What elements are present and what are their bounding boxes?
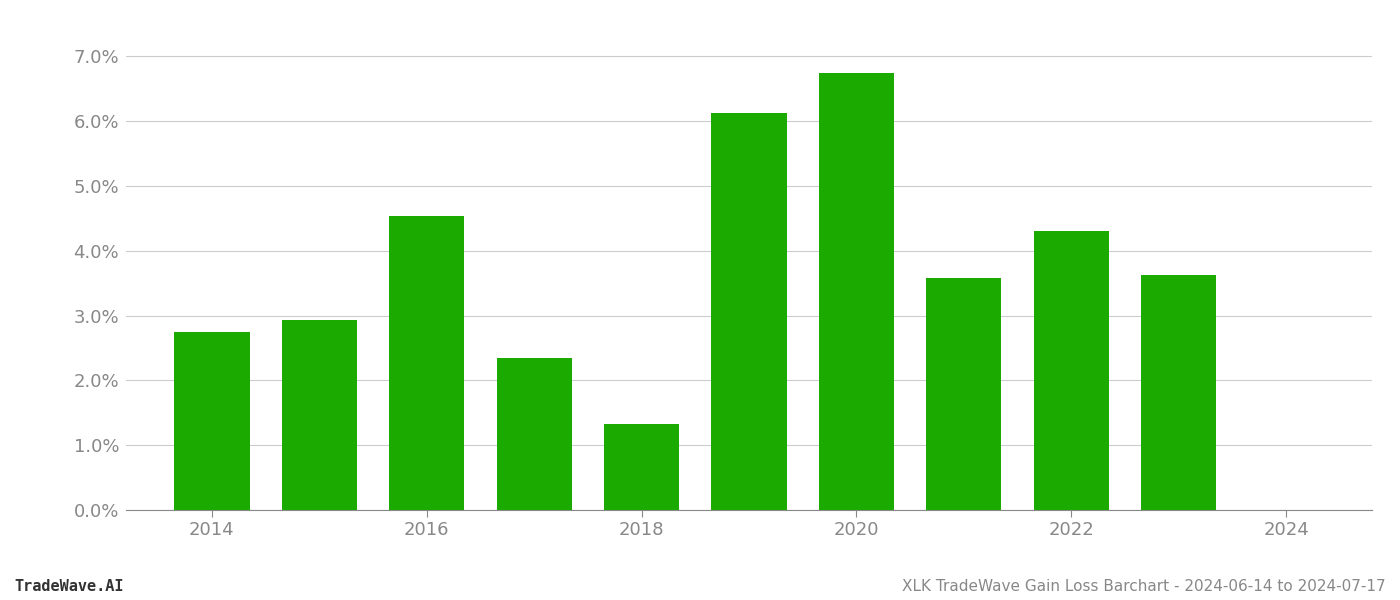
Bar [281,320,357,510]
Bar [603,424,679,510]
Bar [819,73,895,510]
Bar [175,332,249,510]
Bar [711,113,787,510]
Bar [1033,232,1109,510]
Bar [1141,275,1217,510]
Bar [927,278,1001,510]
Text: TradeWave.AI: TradeWave.AI [14,579,123,594]
Bar [389,217,465,510]
Bar [497,358,571,510]
Text: XLK TradeWave Gain Loss Barchart - 2024-06-14 to 2024-07-17: XLK TradeWave Gain Loss Barchart - 2024-… [903,579,1386,594]
